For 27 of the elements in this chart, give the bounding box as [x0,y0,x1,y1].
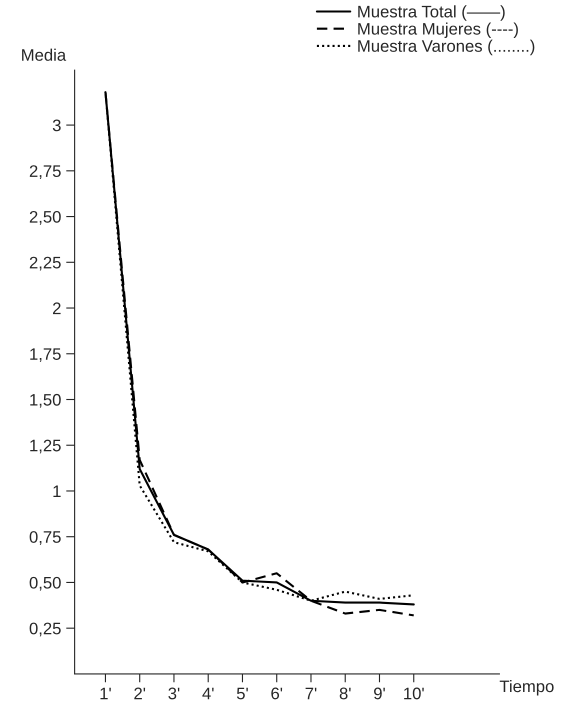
x-tick-label: 4' [202,688,214,700]
y-tick-label: 1,75 [30,348,61,362]
y-tick-label: 2,25 [30,256,61,270]
x-axis-title: Tiempo [500,680,554,696]
legend-label: Muestra Mujeres (----) [358,22,518,38]
x-tick-label: 10' [404,688,424,700]
x-tick-label: 9' [374,688,385,700]
legend-label: Muestra Varones (........) [358,40,534,56]
x-tick-label: 2' [134,688,146,700]
y-tick-label: 0,25 [30,622,61,636]
x-tick-label: 3' [168,688,180,700]
y-tick-label: 1 [53,486,61,498]
x-tick-label: 1' [100,688,111,700]
x-tick-label: 5' [236,688,248,700]
y-tick-label: 1,50 [30,394,61,408]
y-tick-label: 3 [52,119,61,132]
y-tick-label: 2,75 [30,165,61,179]
y-axis-title: Media [22,48,66,61]
y-tick-label: 1,25 [30,440,61,454]
x-tick-label: 7' [306,688,316,700]
x-tick-label: 8' [340,688,351,700]
x-tick-label: 6' [271,688,282,700]
legend-label: Muestra Total (——) [358,5,505,21]
y-tick-label: 0,75 [30,531,61,545]
y-tick-label: 2 [52,302,61,314]
y-tick-label: 2,50 [30,210,61,225]
y-tick-label: 0,50 [30,576,61,591]
